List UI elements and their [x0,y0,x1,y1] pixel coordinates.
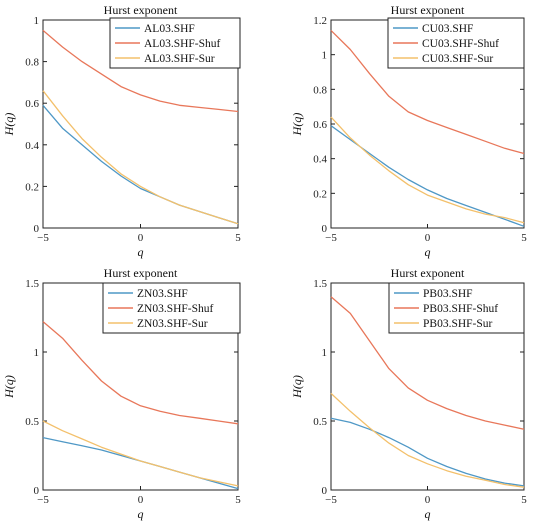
y-tick-label: 0 [34,223,40,235]
legend-label-3: ZN03.SHF-Sur [137,318,208,330]
y-axis-label: H(q) [290,113,304,137]
series-line-2 [42,29,239,113]
y-axis-label: H(q) [2,375,16,399]
legend-label-2: ZN03.SHF-Shuf [137,303,214,315]
legend-label-1: AL03.SHF [144,23,195,35]
y-tick-label: 0.4 [25,140,39,152]
legend: CU03.SHF CU03.SHF-Shuf CU03.SHF-Sur [387,17,525,69]
chart-title: Hurst exponent [391,3,465,17]
series-line-2 [330,29,525,155]
x-tick-label: −5 [325,232,337,244]
series-line-3 [42,90,239,225]
x-tick-label: 0 [425,232,431,244]
legend: PB03.SHF PB03.SHF-Shuf PB03.SHF-Sur [388,282,525,334]
y-tick-label: 0.8 [25,57,39,69]
y-tick-label: 1.5 [25,278,39,290]
x-axis-label: q [425,507,431,521]
legend-label-2: PB03.SHF-Shuf [423,303,498,315]
series-line-1 [330,125,525,227]
y-tick-label: 0.5 [25,416,39,428]
y-tick-label: 0 [34,485,40,497]
y-tick-label: 1.2 [313,15,327,27]
x-tick-label: 0 [138,232,144,244]
y-tick-label: 0.6 [313,119,327,131]
legend-label-2: CU03.SHF-Shuf [422,38,499,50]
x-axis-label: q [425,245,431,259]
y-tick-label: 1 [34,15,40,27]
x-axis-label: q [138,245,144,259]
y-tick-label: 0.8 [313,84,327,96]
legend-label-3: PB03.SHF-Sur [423,318,493,330]
x-tick-label: 0 [138,494,144,506]
series-line-3 [330,392,525,488]
legend-label-1: PB03.SHF [423,288,473,300]
y-tick-label: 0.4 [313,154,327,166]
x-tick-label: 5 [521,232,527,244]
y-axis-label: H(q) [290,375,304,399]
x-tick-label: −5 [37,232,49,244]
y-tick-label: 1 [322,50,328,62]
y-axis-label: H(q) [2,113,16,137]
x-tick-label: −5 [37,494,49,506]
series-line-2 [42,321,239,425]
y-tick-label: 1 [322,347,328,359]
legend-label-1: ZN03.SHF [137,288,188,300]
x-axis-label: q [138,507,144,521]
x-tick-label: 5 [235,494,241,506]
series-line-2 [330,296,525,430]
x-tick-label: 5 [235,232,241,244]
legend: ZN03.SHF ZN03.SHF-Shuf ZN03.SHF-Sur [102,282,241,334]
x-tick-label: −5 [325,494,337,506]
legend-label-3: AL03.SHF-Sur [144,53,215,65]
series-line-1 [42,436,239,490]
x-tick-label: 0 [425,494,431,506]
series-line-3 [42,420,239,487]
chart-title: Hurst exponent [391,266,465,280]
y-tick-label: 0.2 [25,181,39,193]
series-line-1 [330,417,525,487]
x-tick-label: 5 [521,494,527,506]
legend-label-3: CU03.SHF-Sur [422,53,493,65]
y-tick-label: 0.6 [25,98,39,110]
legend-label-2: AL03.SHF-Shuf [144,38,221,50]
y-tick-label: 1 [34,347,40,359]
legend-label-1: CU03.SHF [422,23,473,35]
y-tick-label: 0 [322,223,328,235]
y-tick-label: 0.5 [313,416,327,428]
y-tick-label: 1.5 [313,278,327,290]
legend: AL03.SHF AL03.SHF-Shuf AL03.SHF-Sur [109,17,241,69]
y-tick-label: 0.2 [313,188,327,200]
chart-title: Hurst exponent [104,266,178,280]
series-line-1 [42,104,239,225]
y-tick-label: 0 [322,485,328,497]
series-line-3 [330,116,525,224]
chart-title: Hurst exponent [104,3,178,17]
